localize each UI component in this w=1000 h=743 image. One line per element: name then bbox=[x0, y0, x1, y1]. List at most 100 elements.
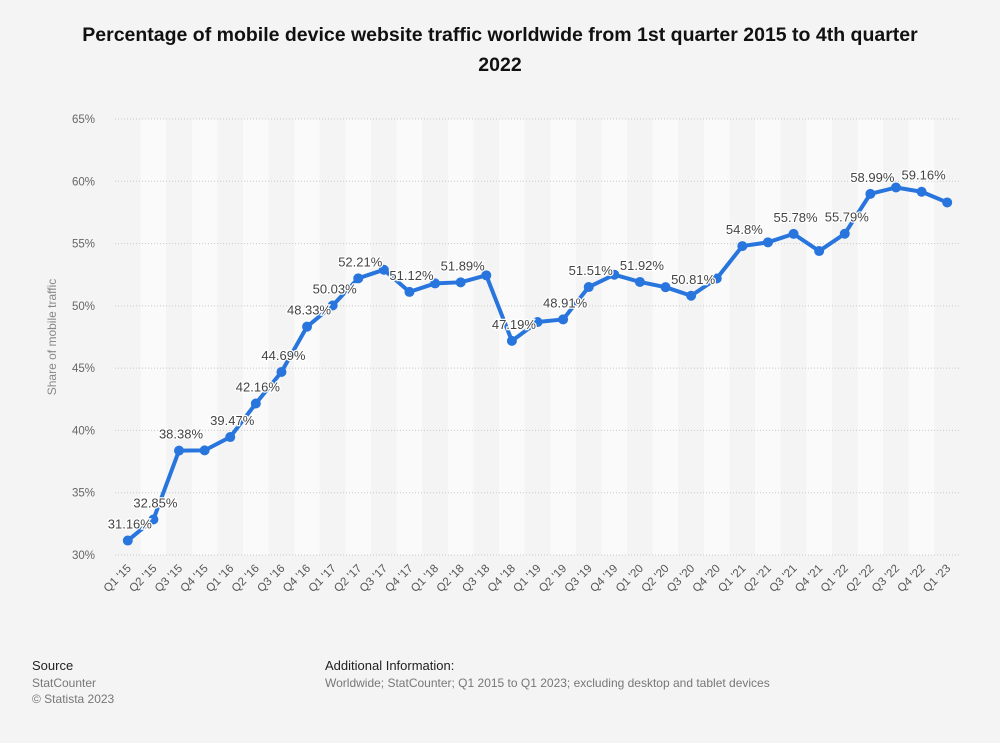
data-point bbox=[583, 282, 594, 293]
column-band bbox=[115, 119, 141, 555]
x-tick-label: Q4 '16 bbox=[281, 563, 313, 595]
x-tick-label: Q2 '17 bbox=[332, 563, 364, 595]
data-label: 50.81% bbox=[671, 272, 716, 287]
column-band bbox=[217, 119, 244, 555]
x-tick-label: Q2 '22 bbox=[844, 563, 876, 595]
column-band bbox=[908, 119, 935, 555]
column-band bbox=[806, 119, 832, 555]
data-point bbox=[916, 186, 927, 197]
column-band bbox=[191, 119, 218, 555]
copyright[interactable]: © Statista 2023 bbox=[32, 692, 115, 706]
data-point bbox=[455, 277, 466, 288]
x-tick-label: Q1 '18 bbox=[409, 563, 441, 595]
data-label: 47.19% bbox=[492, 317, 537, 332]
data-point bbox=[942, 197, 953, 208]
data-label: 32.85% bbox=[133, 495, 178, 510]
x-tick-label: Q2 '19 bbox=[537, 563, 569, 595]
data-point bbox=[430, 278, 441, 289]
column-band bbox=[934, 119, 960, 555]
data-label: 44.69% bbox=[261, 348, 306, 363]
chart-title: Percentage of mobile device website traf… bbox=[82, 24, 918, 76]
data-label: 51.89% bbox=[441, 258, 486, 273]
data-point bbox=[839, 228, 850, 239]
data-point bbox=[404, 286, 415, 297]
x-tick-label: Q4 '21 bbox=[793, 563, 825, 595]
column-band bbox=[524, 119, 551, 555]
data-point bbox=[686, 290, 697, 301]
data-label: 48.91% bbox=[543, 295, 588, 310]
y-axis-label: Share of mobile traffic bbox=[45, 279, 59, 396]
data-point bbox=[378, 264, 389, 275]
x-tick-label: Q3 '21 bbox=[767, 563, 799, 595]
column-band bbox=[371, 119, 397, 555]
column-band bbox=[422, 119, 448, 555]
x-tick-label: Q2 '16 bbox=[230, 563, 262, 595]
data-point bbox=[225, 432, 236, 443]
y-tick-label: 30% bbox=[72, 550, 95, 562]
data-point bbox=[634, 276, 645, 287]
info-heading: Additional Information: bbox=[325, 658, 455, 673]
data-point bbox=[250, 398, 261, 409]
data-point bbox=[276, 367, 287, 378]
data-point bbox=[506, 335, 517, 346]
data-point bbox=[481, 270, 492, 281]
data-point bbox=[558, 314, 569, 325]
x-tick-label: Q2 '18 bbox=[435, 563, 467, 595]
data-point bbox=[788, 228, 799, 239]
column-band bbox=[396, 119, 423, 555]
data-point bbox=[532, 317, 543, 328]
column-band bbox=[140, 119, 167, 555]
data-label: 55.78% bbox=[774, 210, 819, 225]
column-band bbox=[550, 119, 576, 555]
x-tick-label: Q4 '19 bbox=[588, 563, 620, 595]
data-point bbox=[174, 445, 185, 456]
data-point bbox=[865, 188, 876, 199]
x-tick-label: Q1 '15 bbox=[102, 563, 134, 595]
data-label: 39.47% bbox=[210, 413, 255, 428]
x-tick-label: Q1 '20 bbox=[614, 563, 646, 595]
data-point bbox=[711, 273, 722, 284]
data-label: 51.92% bbox=[620, 258, 665, 273]
column-band bbox=[703, 119, 730, 555]
column-band bbox=[601, 119, 628, 555]
data-label: 51.51% bbox=[569, 263, 614, 278]
data-label: 52.21% bbox=[338, 254, 383, 269]
x-tick-label: Q1 '16 bbox=[204, 563, 236, 595]
x-tick-label: Q3 '20 bbox=[665, 563, 697, 595]
source-name[interactable]: StatCounter bbox=[32, 676, 97, 690]
data-label: 48.33% bbox=[287, 303, 332, 318]
data-point bbox=[327, 300, 338, 311]
source-heading: Source bbox=[32, 658, 74, 673]
column-band bbox=[473, 119, 500, 555]
y-tick-label: 60% bbox=[72, 176, 95, 188]
x-tick-label: Q4 '22 bbox=[896, 563, 928, 595]
column-band bbox=[780, 119, 807, 555]
column-band bbox=[729, 119, 756, 555]
x-tick-label: Q2 '21 bbox=[742, 563, 774, 595]
x-tick-label: Q3 '18 bbox=[460, 563, 492, 595]
column-band bbox=[678, 119, 704, 555]
data-point bbox=[660, 282, 671, 293]
data-point bbox=[609, 269, 620, 280]
column-band bbox=[243, 119, 269, 555]
y-tick-label: 40% bbox=[72, 425, 95, 437]
line-chart: 30% 35% 40% 45% 50% 55% 60% 65% Share of mobile … bbox=[45, 114, 960, 595]
info-text: Worldwide; StatCounter; Q1 2015 to Q1 20… bbox=[325, 676, 770, 690]
x-tick-label: Q2 '15 bbox=[127, 563, 159, 595]
x-tick-label: Q4 '15 bbox=[179, 563, 211, 595]
data-point bbox=[762, 237, 773, 248]
column-band bbox=[319, 119, 346, 555]
column-band bbox=[447, 119, 474, 555]
y-tick-label: 55% bbox=[72, 239, 95, 251]
x-tick-label: Q3 '19 bbox=[563, 563, 595, 595]
x-tick-label: Q4 '17 bbox=[383, 563, 415, 595]
data-point bbox=[122, 535, 133, 546]
y-tick-label: 45% bbox=[72, 363, 95, 375]
column-band bbox=[627, 119, 653, 555]
x-tick-label: Q1 '17 bbox=[307, 563, 339, 595]
data-label: 50.03% bbox=[313, 281, 358, 296]
column-band bbox=[268, 119, 295, 555]
data-point bbox=[814, 246, 825, 257]
y-tick-label: 65% bbox=[72, 114, 95, 126]
